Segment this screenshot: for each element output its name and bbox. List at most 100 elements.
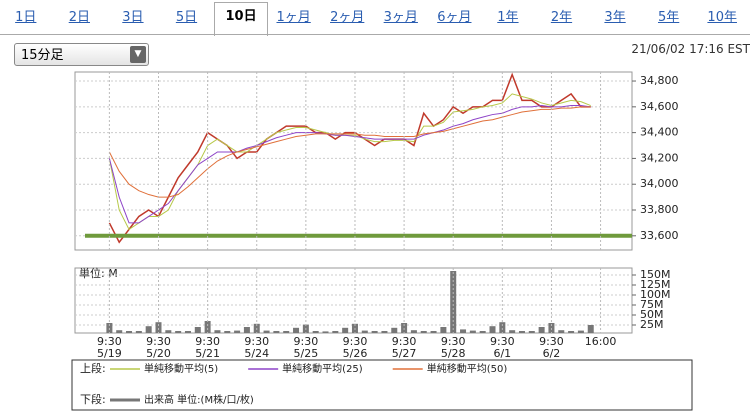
volume-bar [214,330,221,333]
volume-bar [460,329,467,333]
volume-bar [126,331,133,333]
tab[interactable]: 10日 [214,2,268,36]
dropdown-arrow[interactable]: ▼ [130,46,146,63]
volume-bar [145,326,152,333]
volume-bar [371,331,378,333]
moving-average [108,105,591,224]
tab[interactable]: 3日 [122,10,144,25]
legend-lower: 下段: [80,392,106,406]
x-tick-label: 9:30 5/20 [146,335,171,360]
timestamp: 21/06/02 17:16 EST [631,42,750,56]
volume-bar [342,327,349,333]
volume-bar [430,331,437,333]
y-tick-label: 50M [640,308,664,321]
price-frame [74,71,633,251]
legend-box [71,359,693,411]
tab[interactable]: 2年 [550,10,573,25]
y-tick-label: 34,800 [640,74,679,87]
tab[interactable]: 6ヶ月 [437,10,472,25]
volume-bar [509,330,516,333]
tab[interactable]: 2日 [68,10,90,25]
x-tick-label: 9:30 5/28 [440,335,466,360]
legend-upper: 上段: [80,361,106,375]
volume-bar [489,326,496,333]
dropdown-value: 15分足 [21,48,64,63]
volume-bar [381,331,388,333]
volume-bar [293,327,300,333]
tab[interactable]: 1ヶ月 [276,10,311,25]
volume-bar [479,331,486,333]
volume-bar [410,330,417,333]
y-tick-label: 100M [640,288,671,301]
volume-bar [391,327,398,333]
volume-bar [283,331,290,333]
y-tick-label: 34,000 [640,177,679,190]
legend-label: 単純移動平均(5) [144,362,218,375]
tab[interactable]: 3年 [604,10,626,25]
tab[interactable]: 5日 [175,10,198,25]
volume-bar [420,331,427,333]
volume-bar [558,330,565,333]
x-tick-label: 9:30 5/25 [293,335,319,360]
volume-bar [312,331,319,333]
volume-bar [322,331,329,333]
volume-bar [499,322,506,333]
y-tick-label: 34,200 [640,151,679,164]
legend-label: 単純移動平均(25) [282,362,363,375]
volume-bar [135,331,142,333]
volume-bar [518,331,525,333]
tab[interactable]: 2ヶ月 [330,10,365,25]
volume-bar [528,331,535,333]
y-tick-label: 33,800 [640,203,679,216]
price-line [108,72,591,244]
volume-bar [587,325,594,333]
y-tick-label: 75M [640,298,664,311]
moving-average [108,106,591,198]
x-tick-label: 9:30 5/19 [97,335,122,360]
volume-bar [538,327,545,333]
volume-bar [194,327,201,333]
x-tick-label: 16:00 [584,335,617,348]
volume-bar [577,330,584,333]
volume-bar [469,330,476,333]
volume-bar [165,330,172,333]
x-tick-label: 9:30 6/1 [489,335,515,360]
volume-bar [184,331,191,333]
tab[interactable]: 1年 [497,10,519,25]
tab[interactable]: 10年 [707,10,737,25]
legend-label: 出来高 単位:(M株/口/枚) [144,393,254,406]
volume-bar [440,327,447,333]
volume-bar [234,330,241,333]
volume-bar [116,330,123,333]
tab-divider [0,34,750,35]
y-tick-label: 25M [640,318,664,331]
y-tick-label: 125M [640,278,671,291]
volume-bar [224,331,231,333]
tab[interactable]: 3ヶ月 [383,10,418,25]
volume-bar [332,331,339,333]
x-tick-label: 9:30 5/26 [342,335,368,360]
y-tick-label: 34,600 [640,100,679,113]
volume-bar [568,331,575,333]
volume-bar [263,330,270,333]
volume-bar [155,322,162,333]
volume-bar [243,327,250,333]
moving-average [108,93,591,231]
x-tick-label: 9:30 5/27 [391,335,417,360]
interval-dropdown[interactable]: 15分足 ▼ [14,43,149,66]
tab[interactable]: 5年 [657,10,680,25]
legend-label: 単純移動平均(50) [427,362,508,375]
volume-bar [175,331,182,333]
volume-bar [361,330,368,333]
volume-bar [204,321,211,333]
x-tick-label: 9:30 6/2 [539,335,564,360]
volume-bar [273,331,280,333]
y-tick-label: 34,400 [640,126,679,139]
volume-unit: 単位: M [79,266,118,280]
x-tick-label: 9:30 5/21 [195,335,220,360]
tab[interactable]: 1日 [15,10,37,25]
x-tick-label: 9:30 5/24 [244,335,270,360]
y-tick-label: 150M [640,268,671,281]
